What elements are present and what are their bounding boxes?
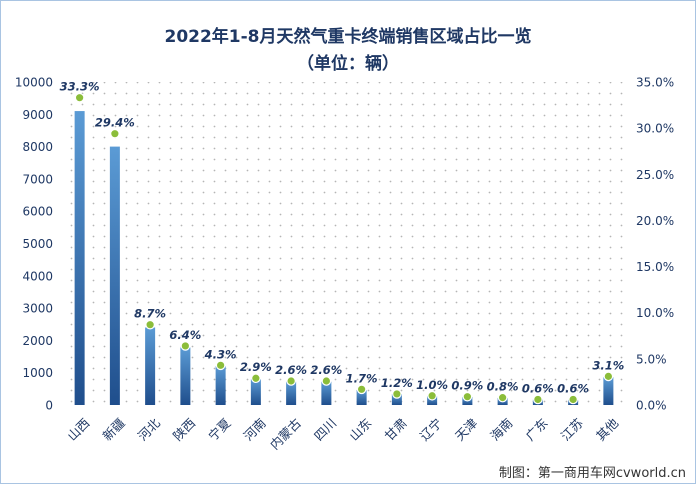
data-label: 0.8% <box>487 380 519 394</box>
x-tick-label: 山东 <box>346 415 374 443</box>
plot-area <box>62 82 626 405</box>
y-tick-label: 3000 <box>22 302 53 316</box>
chart-title: 2022年1-8月天然气重卡终端销售区域占比一览 <box>164 27 532 47</box>
y2-tick-label: 30.0% <box>636 122 674 136</box>
bar <box>145 327 156 405</box>
x-tick-label: 四川 <box>311 415 339 443</box>
bar <box>215 366 226 405</box>
x-tick-label: 河北 <box>135 415 164 444</box>
data-label: 0.9% <box>451 379 483 393</box>
y-tick-label: 0 <box>45 399 53 413</box>
data-label: 2.6% <box>275 363 307 377</box>
bar <box>391 394 402 405</box>
percent-marker <box>286 376 296 386</box>
percent-marker <box>321 376 332 386</box>
bar <box>356 390 367 405</box>
x-tick-label: 其他 <box>593 415 622 444</box>
y2-tick-label: 35.0% <box>636 76 674 90</box>
data-label: 0.6% <box>557 381 589 395</box>
chart-subtitle: （单位：辆） <box>297 54 399 74</box>
y2-tick-label: 25.0% <box>636 168 674 182</box>
y2-tick-label: 0.0% <box>636 399 667 413</box>
y2-tick-label: 20.0% <box>636 214 674 228</box>
percent-marker <box>427 390 437 401</box>
y-tick-label: 2000 <box>22 334 53 348</box>
x-tick-label: 宁夏 <box>205 415 234 444</box>
y-tick-label: 7000 <box>22 172 53 186</box>
y-tick-label: 6000 <box>22 205 53 219</box>
data-label: 33.3% <box>60 80 100 94</box>
data-label: 1.2% <box>381 376 413 390</box>
y-tick-label: 1000 <box>22 366 53 380</box>
bar <box>427 396 438 405</box>
bar <box>109 146 120 405</box>
percent-marker <box>533 394 543 405</box>
percent-marker <box>110 128 120 139</box>
percent-marker <box>497 392 508 403</box>
percent-marker <box>215 360 226 371</box>
x-tick-label: 甘肃 <box>381 415 409 443</box>
x-tick-label: 河南 <box>240 415 268 443</box>
percent-marker <box>356 384 367 395</box>
y2-tick-label: 5.0% <box>636 352 667 366</box>
percent-marker <box>74 92 85 103</box>
chart-credit: 制图：第一商用车网cvworld.cn <box>498 466 686 481</box>
x-tick-label: 辽宁 <box>417 415 445 443</box>
x-tick-label: 新疆 <box>99 415 127 443</box>
percent-marker <box>462 391 473 402</box>
bar <box>180 347 191 405</box>
percent-marker <box>145 319 155 330</box>
percent-marker <box>568 394 578 405</box>
bar <box>286 381 297 405</box>
y-tick-label: 8000 <box>22 140 53 154</box>
data-label: 3.1% <box>592 358 624 372</box>
y2-tick-label: 10.0% <box>636 306 674 320</box>
data-label: 2.6% <box>310 363 342 377</box>
percent-marker <box>251 373 261 384</box>
x-tick-label: 广东 <box>522 415 550 443</box>
data-label: 0.6% <box>522 381 554 395</box>
x-tick-label: 山西 <box>64 415 92 443</box>
bar <box>321 381 332 405</box>
percent-marker <box>392 389 402 399</box>
bar <box>603 377 614 405</box>
x-tick-label: 天津 <box>452 415 480 443</box>
percent-marker <box>603 371 614 382</box>
y-tick-label: 4000 <box>22 269 53 283</box>
percent-marker <box>180 341 191 351</box>
data-label: 4.3% <box>204 347 237 361</box>
data-label: 6.4% <box>169 328 201 342</box>
x-tick-label: 江苏 <box>558 415 586 443</box>
data-label: 1.7% <box>346 371 378 385</box>
y-tick-label: 10000 <box>15 76 53 90</box>
x-tick-label: 陕西 <box>170 415 198 443</box>
x-tick-label: 海南 <box>487 415 515 443</box>
y-tick-label: 5000 <box>22 237 53 251</box>
data-label: 1.0% <box>416 378 448 392</box>
data-label: 29.4% <box>95 116 135 130</box>
data-label: 8.7% <box>134 307 166 321</box>
y-tick-label: 9000 <box>22 108 53 122</box>
x-tick-label: 内蒙古 <box>267 415 304 452</box>
y2-tick-label: 15.0% <box>636 260 674 274</box>
bar <box>74 111 85 405</box>
data-label: 2.9% <box>240 360 272 374</box>
bar <box>250 379 261 405</box>
